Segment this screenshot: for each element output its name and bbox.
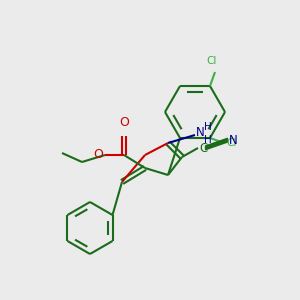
Text: C: C: [199, 142, 207, 154]
Text: Cl: Cl: [207, 56, 217, 66]
Text: H: H: [204, 122, 212, 132]
Text: Cl: Cl: [226, 138, 236, 148]
Text: N: N: [196, 127, 205, 140]
Text: O: O: [119, 116, 129, 129]
Text: O: O: [93, 148, 103, 161]
Text: N: N: [229, 134, 238, 146]
Text: H: H: [204, 135, 212, 145]
